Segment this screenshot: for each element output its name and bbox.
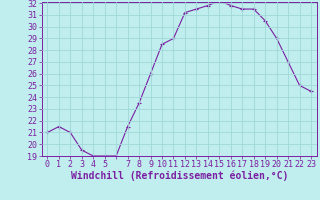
X-axis label: Windchill (Refroidissement éolien,°C): Windchill (Refroidissement éolien,°C) bbox=[70, 171, 288, 181]
